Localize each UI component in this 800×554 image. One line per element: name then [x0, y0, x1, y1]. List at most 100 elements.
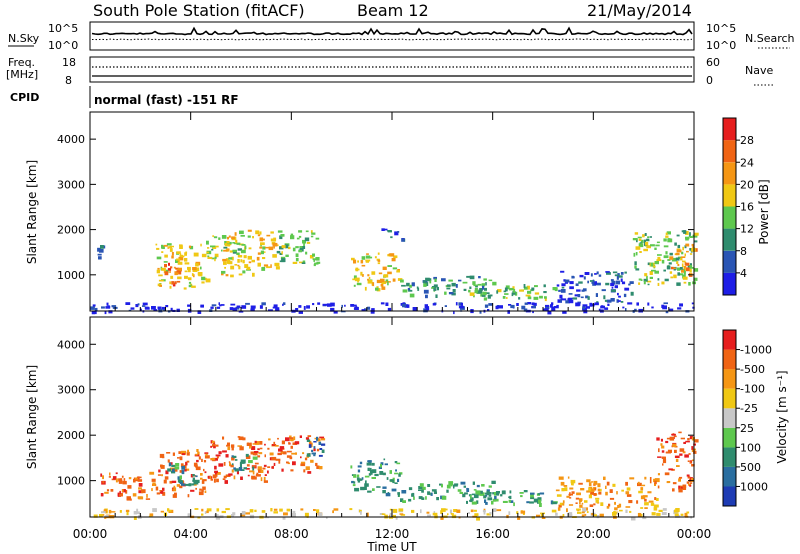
- echo-cell: [263, 476, 266, 481]
- echo-cell: [423, 280, 426, 284]
- echo-cell: [541, 516, 546, 519]
- echo-cell: [629, 477, 635, 480]
- echo-cell: [360, 271, 363, 276]
- echo-cell: [644, 476, 647, 480]
- echo-cell: [318, 512, 323, 516]
- echo-cell: [252, 466, 255, 471]
- echo-cell: [691, 243, 694, 247]
- echo-cell: [425, 277, 430, 282]
- echo-region: [207, 436, 281, 484]
- echo-cell: [547, 310, 552, 315]
- echo-cell: [216, 472, 221, 475]
- echo-cell: [164, 264, 167, 268]
- echo-cell: [556, 284, 560, 287]
- echo-cell: [211, 440, 215, 444]
- echo-cell: [593, 493, 597, 496]
- echo-cell: [486, 491, 490, 495]
- echo-cell: [281, 258, 286, 263]
- echo-cell: [649, 271, 653, 275]
- echo-cell: [354, 277, 360, 282]
- echo-cell: [230, 274, 234, 278]
- echo-cell: [302, 239, 306, 244]
- echo-cell: [221, 270, 226, 274]
- echo-cell: [254, 440, 257, 444]
- echo-cell: [530, 494, 534, 498]
- echo-cell: [260, 244, 262, 247]
- echo-cell: [617, 275, 623, 278]
- echo-cell: [654, 261, 659, 265]
- echo-cell: [282, 303, 284, 306]
- echo-cell: [216, 306, 221, 309]
- echo-cell: [463, 485, 466, 488]
- echo-cell: [156, 492, 160, 495]
- echo-cell: [638, 490, 643, 494]
- echo-cell: [228, 235, 231, 238]
- echo-cell: [678, 488, 683, 493]
- echo-cell: [598, 491, 602, 495]
- echo-cell: [195, 263, 199, 267]
- colorbar-tick-label: 500: [740, 461, 761, 474]
- echo-cell: [667, 238, 671, 240]
- echo-cell: [557, 507, 561, 511]
- echo-cell: [316, 261, 321, 264]
- echo-cell: [473, 489, 477, 491]
- echo-cell: [214, 256, 217, 259]
- echo-cell: [271, 444, 276, 446]
- echo-cell: [252, 470, 255, 475]
- echo-cell: [146, 494, 148, 498]
- echo-cell: [636, 238, 638, 243]
- echo-cell: [689, 484, 692, 487]
- echo-cell: [644, 273, 648, 277]
- echo-cell: [358, 478, 363, 481]
- echo-cell: [592, 279, 595, 283]
- echo-cell: [460, 302, 463, 306]
- echo-cell: [364, 286, 367, 291]
- echo-cell: [635, 268, 640, 271]
- echo-cell: [365, 480, 367, 484]
- echo-cell: [252, 456, 258, 460]
- echo-cell: [367, 274, 370, 277]
- echo-cell: [152, 482, 156, 486]
- echo-cell: [326, 516, 328, 519]
- echo-cell: [237, 445, 242, 447]
- echo-cell: [691, 478, 695, 482]
- echo-cell: [240, 249, 246, 254]
- echo-cell: [322, 303, 327, 306]
- echo-cell: [663, 245, 669, 248]
- echo-cell: [195, 466, 201, 471]
- echo-cell: [273, 462, 276, 466]
- echo-cell: [214, 253, 219, 258]
- echo-cell: [400, 498, 404, 502]
- echo-cell: [164, 271, 169, 276]
- echo-cell: [110, 489, 114, 492]
- echo-cell: [222, 258, 227, 262]
- echo-cell: [569, 497, 572, 499]
- echo-cell: [175, 281, 177, 285]
- echo-cell: [184, 270, 188, 273]
- echo-cell: [238, 266, 241, 270]
- nave-tick-top: 60: [706, 56, 720, 69]
- echo-cell: [277, 308, 280, 311]
- echo-cell: [239, 230, 244, 235]
- echo-cell: [649, 477, 652, 481]
- echo-cell: [359, 509, 362, 513]
- echo-cell: [368, 473, 372, 476]
- echo-cell: [693, 450, 697, 454]
- colorbar-swatch: [723, 184, 736, 207]
- echo-cell: [693, 232, 699, 236]
- nsearch-tick-bottom: 10^0: [706, 39, 736, 52]
- echo-cell: [604, 299, 608, 302]
- echo-cell: [586, 511, 589, 513]
- echo-cell: [562, 514, 565, 517]
- echo-cell: [205, 278, 211, 283]
- echo-cell: [354, 487, 360, 492]
- echo-cell: [262, 257, 266, 260]
- echo-cell: [572, 482, 574, 486]
- echo-cell: [667, 238, 673, 243]
- echo-cell: [181, 483, 185, 486]
- echo-cell: [661, 512, 667, 515]
- echo-cell: [349, 508, 353, 511]
- echo-cell: [505, 285, 510, 290]
- echo-cell: [679, 448, 685, 452]
